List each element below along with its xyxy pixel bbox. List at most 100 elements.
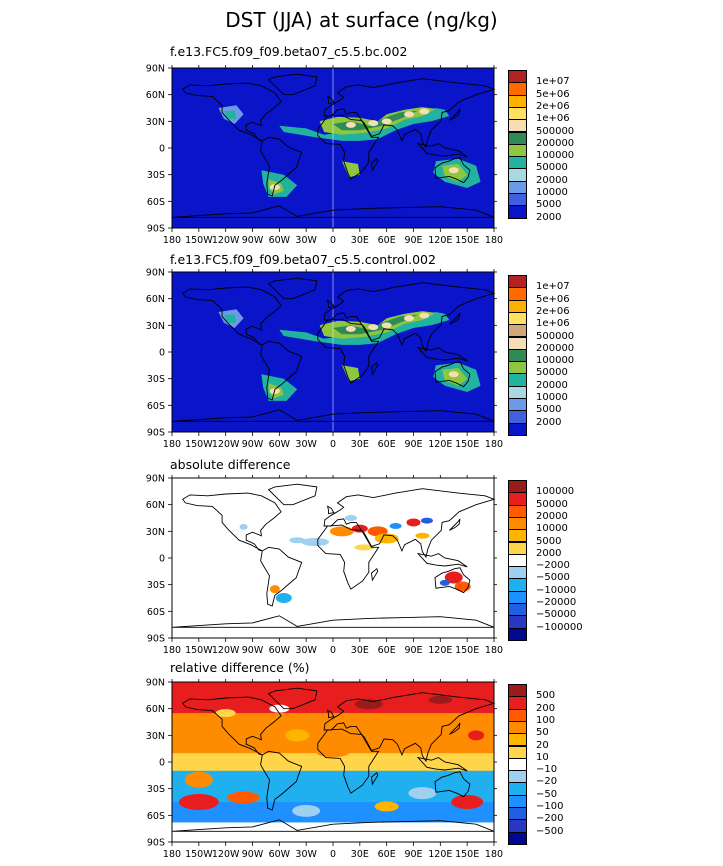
x-tick-label: 150W bbox=[185, 235, 213, 246]
x-tick-label: 120E bbox=[428, 439, 452, 450]
legend-label: −200 bbox=[536, 813, 564, 825]
coastline-indonesia bbox=[416, 756, 468, 772]
panel-3-title: absolute difference bbox=[170, 457, 291, 472]
y-tick-label: 90N bbox=[146, 64, 165, 75]
legend-label: 200 bbox=[536, 702, 556, 714]
y-tick-label: 60S bbox=[147, 811, 165, 822]
legend-label: −50000 bbox=[536, 609, 577, 621]
x-tick-label: 150W bbox=[185, 645, 213, 656]
legend-swatch bbox=[508, 480, 527, 494]
dust-hotspot bbox=[404, 315, 415, 322]
legend-swatch bbox=[508, 143, 527, 158]
legend-swatch bbox=[508, 373, 527, 387]
coastline-japan bbox=[448, 108, 461, 121]
dust-plume-sahara-asia bbox=[279, 312, 450, 345]
relative-patch bbox=[215, 709, 236, 718]
x-tick-label: 30W bbox=[295, 645, 317, 656]
x-tick-label: 30E bbox=[351, 849, 369, 860]
x-tick-label: 180 bbox=[163, 849, 181, 860]
coastline-indonesia bbox=[416, 552, 468, 568]
coastline-south-america bbox=[260, 750, 303, 811]
relative-band-south bbox=[172, 770, 494, 802]
x-tick-label: 30E bbox=[351, 645, 369, 656]
difference-patch bbox=[420, 517, 433, 524]
legend-label: 20000 bbox=[536, 174, 568, 186]
legend-swatch bbox=[508, 504, 527, 518]
x-tick-label: 60W bbox=[269, 235, 291, 246]
legend-swatch bbox=[508, 831, 527, 845]
x-tick-label: 30E bbox=[351, 235, 369, 246]
legend-swatch bbox=[508, 529, 527, 543]
coastline-africa bbox=[317, 524, 380, 590]
x-tick-label: 120E bbox=[428, 849, 452, 860]
difference-patch bbox=[344, 515, 357, 521]
relative-patch bbox=[468, 730, 485, 741]
coastline-eurasia bbox=[323, 692, 496, 763]
legend-swatch bbox=[508, 492, 527, 506]
coastline-south-america bbox=[260, 136, 303, 197]
y-tick-label: 0 bbox=[159, 554, 165, 565]
y-tick-label: 30S bbox=[147, 374, 165, 385]
difference-patch bbox=[275, 593, 292, 603]
y-tick-label: 90N bbox=[146, 268, 165, 279]
legend-swatch bbox=[508, 287, 527, 301]
x-tick-label: 90W bbox=[242, 235, 264, 246]
coastline-uk bbox=[326, 505, 335, 515]
legend-swatch bbox=[508, 311, 527, 326]
difference-patch bbox=[239, 523, 248, 530]
legend-swatch bbox=[508, 385, 527, 399]
legend-swatch bbox=[508, 398, 527, 412]
x-tick-label: 60E bbox=[378, 645, 396, 656]
map-frame bbox=[171, 67, 495, 229]
coastline-japan bbox=[448, 312, 461, 325]
legend-swatch bbox=[508, 70, 527, 84]
legend-swatch bbox=[508, 757, 527, 772]
difference-patch bbox=[439, 579, 450, 586]
coastline-south-america bbox=[260, 546, 303, 607]
y-tick-label: 30N bbox=[146, 117, 165, 128]
coastline-japan bbox=[448, 722, 461, 735]
legend-label: 500000 bbox=[536, 125, 575, 137]
dust-hotspot bbox=[381, 118, 392, 125]
legend-label: 10 bbox=[536, 751, 549, 763]
coastline-africa bbox=[317, 728, 380, 794]
relative-band-tropics bbox=[172, 753, 494, 771]
x-tick-label: 90E bbox=[404, 849, 422, 860]
y-tick-label: 0 bbox=[159, 348, 165, 359]
x-tick-label: 90W bbox=[242, 439, 264, 450]
legend-swatch bbox=[508, 82, 527, 96]
legend-label: −500 bbox=[536, 825, 564, 837]
page-title: DST (JJA) at surface (ng/kg) bbox=[225, 8, 498, 32]
dust-hotspot bbox=[448, 371, 459, 378]
legend-swatch bbox=[508, 745, 527, 759]
coastline-madagascar bbox=[371, 361, 379, 376]
legend-label: 5e+06 bbox=[536, 293, 570, 305]
difference-patch bbox=[351, 524, 368, 533]
legend-label: 10000 bbox=[536, 523, 568, 535]
x-tick-label: 120E bbox=[428, 235, 452, 246]
coastline-australia bbox=[434, 567, 471, 594]
y-tick-label: 90S bbox=[147, 838, 165, 849]
relative-patch bbox=[408, 787, 437, 800]
legend-swatch bbox=[508, 94, 527, 108]
legend-label: −50 bbox=[536, 788, 558, 800]
legend-swatch bbox=[508, 696, 527, 710]
x-tick-label: 30W bbox=[295, 439, 317, 450]
coastline-africa bbox=[317, 318, 380, 384]
legend-label: 200000 bbox=[536, 137, 575, 149]
y-tick-label: 60N bbox=[146, 500, 165, 511]
coastline-antarctica bbox=[171, 615, 495, 628]
dust-plume-na-west-core bbox=[223, 314, 237, 323]
coastline-australia bbox=[434, 361, 471, 388]
legend-swatch bbox=[508, 299, 527, 313]
panel-1-map: 180 150W 120W 90W 60W 30W 0 30E 60E 90E 120E 150E 18… bbox=[146, 64, 503, 247]
legend-label: 100000 bbox=[536, 486, 575, 498]
x-tick-label: 60E bbox=[378, 235, 396, 246]
y-tick-label: 90N bbox=[146, 474, 165, 485]
panel-3-map: 180 150W 120W 90W 60W 30W 0 30E 60E 90E 120E 150E 18… bbox=[146, 474, 503, 657]
legend-label: 5000 bbox=[536, 535, 562, 547]
coastline-north-america bbox=[182, 696, 282, 756]
legend-swatch bbox=[508, 193, 527, 207]
coastline-madagascar bbox=[371, 157, 379, 172]
dust-hotspot bbox=[345, 121, 356, 128]
